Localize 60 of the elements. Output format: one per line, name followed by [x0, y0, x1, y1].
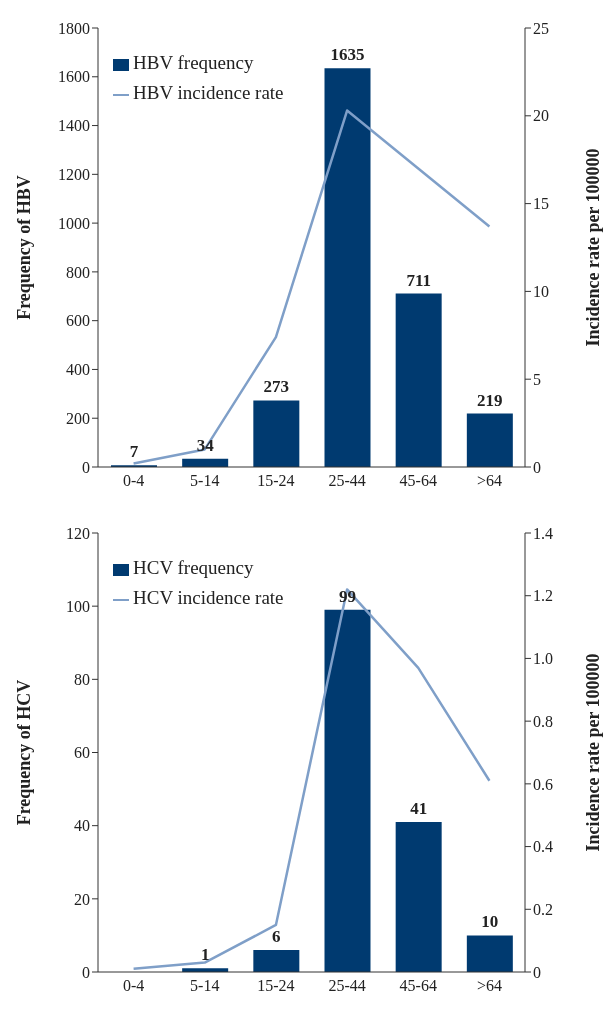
y-tick-label: 200: [66, 409, 90, 427]
y2-tick-label: 0.4: [533, 838, 553, 856]
x-tick-label: 0-4: [122, 472, 145, 490]
x-tick-label: 45-64: [399, 977, 437, 995]
y-tick-label: 1400: [58, 117, 90, 135]
x-tick-label: 5-14: [190, 977, 220, 995]
y-tick-label: 1600: [58, 68, 90, 86]
data-label: 7: [129, 442, 139, 462]
y2-tick-label: 0.6: [533, 775, 553, 793]
legend-label: HBV frequency: [133, 52, 254, 73]
y-axis-title: Frequency of HBV: [14, 175, 35, 320]
y-tick-label: 40: [74, 817, 90, 835]
y2-axis-title: Incidence rate per 100000: [583, 148, 604, 347]
data-label: 711: [406, 270, 431, 290]
data-label: 10: [481, 912, 499, 932]
y2-tick-label: 15: [533, 195, 549, 213]
y2-tick-label: 0: [533, 458, 541, 476]
y-tick-label: 80: [74, 671, 90, 689]
y-tick-label: 1200: [58, 166, 90, 184]
y2-tick-label: 0: [533, 963, 541, 981]
y-tick-label: 400: [66, 361, 90, 379]
y-tick-label: 60: [74, 744, 90, 762]
y2-tick-label: 1.2: [533, 587, 553, 605]
y-tick-label: 0: [82, 458, 90, 476]
legend-label: HBV incidence rate: [133, 82, 284, 103]
y2-tick-label: 1.0: [533, 650, 553, 668]
y2-tick-label: 5: [533, 370, 541, 388]
x-tick-label: 15-24: [257, 977, 295, 995]
x-tick-label: >64: [476, 977, 502, 995]
data-label: 41: [410, 799, 428, 819]
data-label: 1635: [330, 45, 365, 65]
x-tick-label: 5-14: [190, 472, 220, 490]
y-tick-label: 0: [82, 963, 90, 981]
y-tick-label: 120: [66, 524, 90, 542]
y2-tick-label: 10: [533, 283, 549, 301]
y2-axis-title: Incidence rate per 100000: [583, 653, 604, 852]
y2-tick-label: 0.8: [533, 712, 553, 730]
y-axis-title: Frequency of HCV: [14, 679, 35, 826]
y2-tick-label: 1.4: [533, 524, 553, 542]
data-label: 219: [477, 390, 503, 410]
data-label: 6: [272, 927, 281, 947]
y2-tick-label: 25: [533, 19, 549, 37]
x-tick-label: >64: [476, 472, 502, 490]
data-label: 1: [200, 945, 210, 965]
x-tick-label: 45-64: [399, 472, 437, 490]
y-tick-label: 800: [66, 263, 90, 281]
data-label: 273: [263, 377, 290, 397]
legend-label: HCV frequency: [133, 557, 254, 578]
x-tick-label: 15-24: [257, 472, 295, 490]
x-tick-label: 0-4: [122, 977, 145, 995]
y2-tick-label: 20: [533, 107, 549, 125]
y-tick-label: 100: [66, 597, 90, 615]
y-tick-label: 20: [74, 890, 90, 908]
y2-tick-label: 0.2: [533, 900, 553, 918]
y-tick-label: 1000: [58, 214, 90, 232]
y-tick-label: 1800: [58, 19, 90, 37]
x-tick-label: 25-44: [328, 977, 366, 995]
x-tick-label: 25-44: [328, 472, 366, 490]
legend-label: HCV incidence rate: [133, 587, 284, 608]
y-tick-label: 600: [66, 312, 90, 330]
